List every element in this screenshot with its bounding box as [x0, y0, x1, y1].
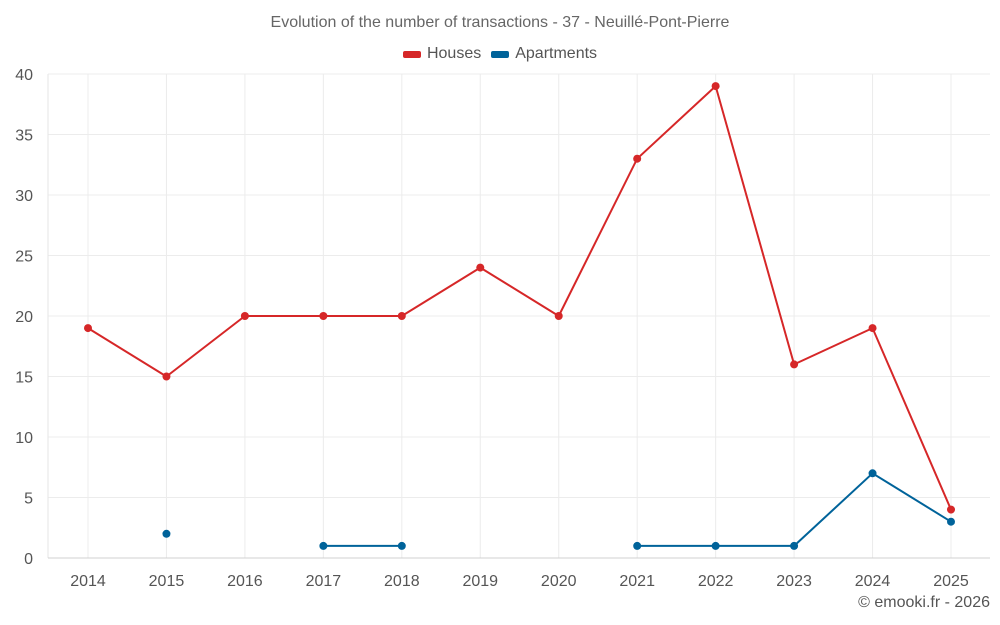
x-tick-label: 2020 [541, 573, 577, 590]
y-tick-label: 10 [15, 430, 33, 447]
x-tick-label: 2017 [306, 573, 342, 590]
y-tick-label: 30 [15, 188, 33, 205]
data-point-apartments-2018[interactable] [397, 541, 406, 550]
x-tick-label: 2024 [855, 573, 891, 590]
legend-label-apartments: Apartments [515, 45, 598, 62]
data-point-houses-2016[interactable] [240, 312, 249, 320]
legend-swatch-houses [402, 50, 421, 58]
data-point-houses-2019[interactable] [476, 263, 485, 272]
chart-title: Evolution of the number of transactions … [270, 14, 730, 31]
data-point-houses-2021[interactable] [633, 154, 642, 163]
data-point-houses-2020[interactable] [554, 312, 563, 320]
chart-legend: Houses Apartments [0, 45, 1000, 63]
chart-series [84, 82, 955, 550]
legend-swatch-apartments [491, 50, 510, 58]
data-point-apartments-2021[interactable] [633, 541, 642, 550]
data-point-houses-2018[interactable] [397, 312, 406, 320]
chart-grid [48, 73, 990, 558]
data-point-houses-2015[interactable] [162, 372, 171, 381]
y-tick-label: 40 [15, 67, 33, 84]
data-point-apartments-2022[interactable] [711, 541, 720, 550]
data-point-apartments-2025[interactable] [947, 517, 955, 526]
legend-label-houses: Houses [426, 45, 482, 62]
y-tick-label: 15 [15, 370, 33, 387]
data-point-apartments-2023[interactable] [790, 541, 799, 550]
y-tick-label: 5 [24, 491, 33, 508]
series-houses [84, 82, 955, 514]
data-point-houses-2024[interactable] [868, 324, 877, 333]
x-tick-label: 2023 [776, 573, 812, 590]
x-tick-label: 2025 [933, 573, 969, 590]
y-tick-label: 35 [15, 128, 33, 145]
data-point-houses-2017[interactable] [319, 312, 328, 320]
data-point-houses-2022[interactable] [711, 82, 720, 91]
data-point-houses-2025[interactable] [947, 505, 955, 514]
series-apartments [162, 469, 955, 550]
data-point-apartments-2015[interactable] [162, 529, 171, 538]
x-tick-label: 2021 [619, 573, 655, 590]
y-tick-label: 20 [15, 309, 33, 326]
x-tick-label: 2019 [462, 573, 498, 590]
legend-item-apartments[interactable]: Apartments [491, 45, 597, 63]
x-tick-label: 2022 [698, 573, 734, 590]
y-tick-label: 0 [24, 551, 33, 568]
y-tick-label: 25 [15, 249, 33, 266]
data-point-apartments-2017[interactable] [319, 541, 328, 550]
x-tick-label: 2018 [384, 573, 420, 590]
x-tick-label: 2014 [70, 573, 106, 590]
data-point-apartments-2024[interactable] [868, 469, 877, 478]
data-point-houses-2014[interactable] [84, 324, 92, 333]
x-tick-label: 2015 [149, 573, 185, 590]
legend-item-houses[interactable]: Houses [402, 45, 482, 63]
data-point-houses-2023[interactable] [790, 360, 799, 369]
credit-text: © emooki.fr - 2026 [858, 594, 990, 611]
series-line-houses [87, 85, 952, 510]
x-tick-label: 2016 [227, 573, 263, 590]
